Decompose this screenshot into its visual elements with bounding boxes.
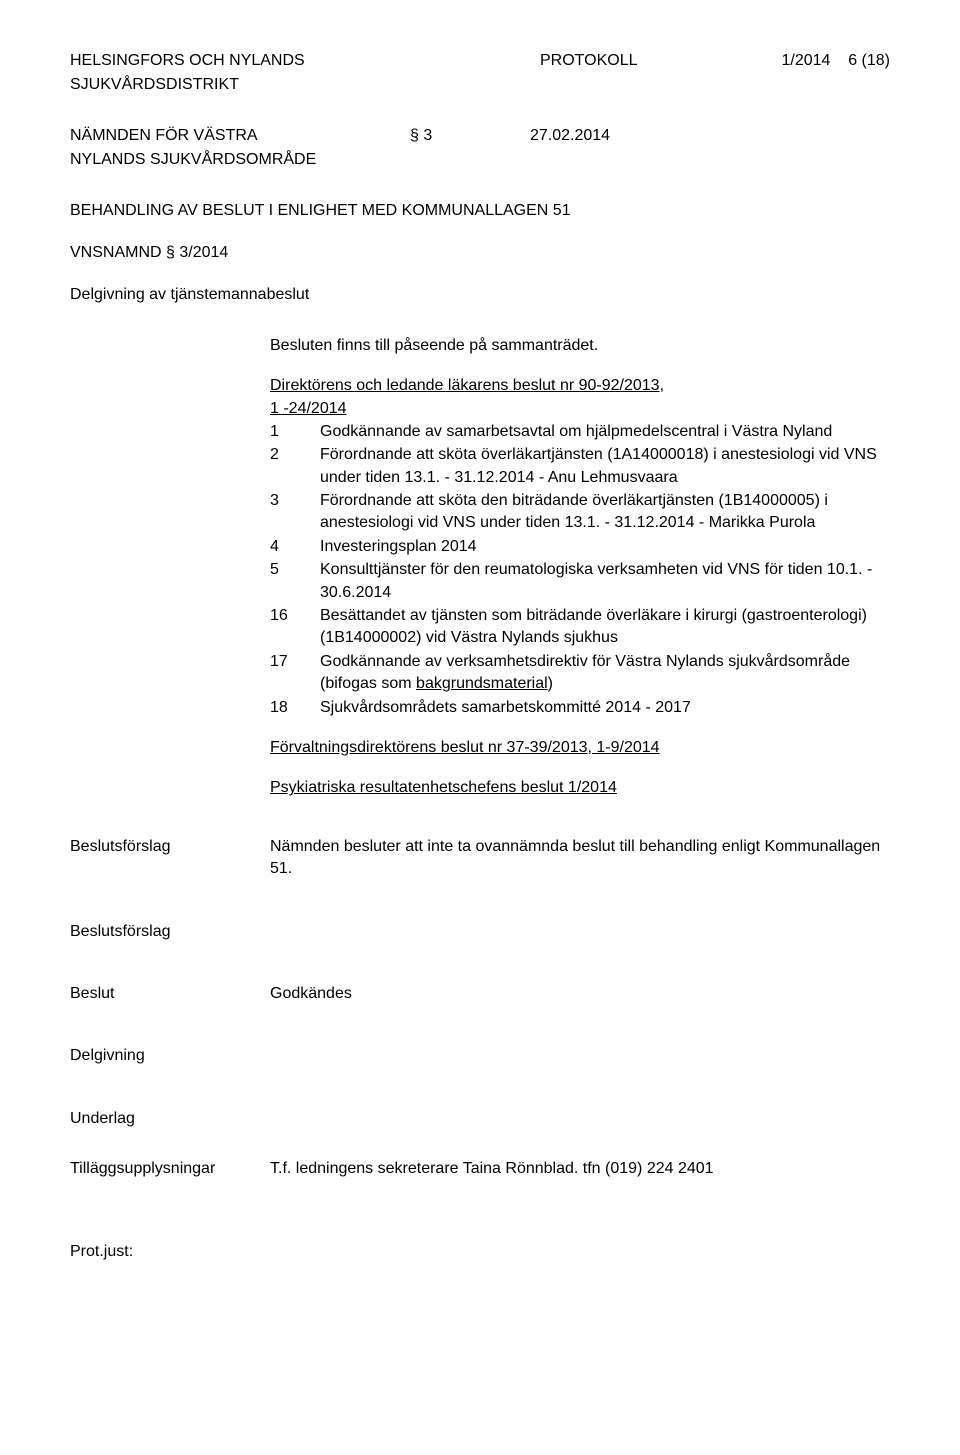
beslut-section: Beslut Godkändes [70, 983, 890, 1005]
list-item: 16Besättandet av tjänsten som biträdande… [270, 605, 890, 650]
list-item-text: Godkännande av samarbetsavtal om hjälpme… [320, 421, 890, 443]
forvaltning-line: Förvaltningsdirektörens beslut nr 37-39/… [270, 737, 890, 759]
psyk-line: Psykiatriska resultatenhetschefens beslu… [270, 777, 890, 799]
delgivning-intro: Delgivning av tjänstemannabeslut [70, 284, 890, 306]
list-item-number: 1 [270, 421, 320, 443]
list-item: 4Investeringsplan 2014 [270, 536, 890, 558]
main-title: BEHANDLING AV BESLUT I ENLIGHET MED KOMM… [70, 200, 890, 222]
delgivning-label: Delgivning [70, 1045, 270, 1067]
list-item: 2Förordnande att sköta överläkartjänsten… [270, 444, 890, 489]
list-item-text: Sjukvårdsområdets samarbetskommitté 2014… [320, 697, 890, 719]
list-item: 18Sjukvårdsområdets samarbetskommitté 20… [270, 697, 890, 719]
page-number: 6 (18) [848, 52, 890, 69]
list-item-number: 18 [270, 697, 320, 719]
committee-row: NÄMNDEN FÖR VÄSTRA § 3 27.02.2014 [70, 125, 890, 147]
beslut-label: Beslut [70, 983, 270, 1005]
tilaggs-text: T.f. ledningens sekreterare Taina Rönnbl… [270, 1158, 890, 1180]
prot-just: Prot.just: [70, 1241, 890, 1263]
beslutsforslag-section-1: Beslutsförslag Nämnden besluter att inte… [70, 836, 890, 881]
intro-text: Besluten finns till påseende på sammantr… [270, 335, 890, 357]
underlined-reference: bakgrundsmaterial [416, 675, 548, 692]
beslutsforslag-label-1: Beslutsförslag [70, 836, 270, 858]
list-item-number: 16 [270, 605, 320, 627]
list-item-text: Konsulttjänster för den reumatologiska v… [320, 559, 890, 604]
list-item-text: Investeringsplan 2014 [320, 536, 890, 558]
beslutsforslag-text: Nämnden besluter att inte ta ovannämnda … [270, 836, 890, 881]
underlag-section: Underlag [70, 1108, 890, 1130]
list-item-number: 4 [270, 536, 320, 558]
list-item-text: Besättandet av tjänsten som biträdande ö… [320, 605, 890, 650]
beslutsforslag-section-2: Beslutsförslag [70, 921, 890, 943]
list-item-number: 17 [270, 651, 320, 673]
reference-line: VNSNAMND § 3/2014 [70, 242, 890, 264]
list-item-text: Förordnande att sköta den biträdande öve… [320, 490, 890, 535]
list-item-number: 5 [270, 559, 320, 581]
list-item-text: Förordnande att sköta överläkartjänsten … [320, 444, 890, 489]
committee-name-line1: NÄMNDEN FÖR VÄSTRA [70, 125, 410, 147]
list-item: 3Förordnande att sköta den biträdande öv… [270, 490, 890, 535]
director-underline: Direktörens och ledande läkarens beslut … [270, 377, 664, 394]
doc-number: 1/2014 [781, 52, 830, 69]
decision-items-list: 1Godkännande av samarbetsavtal om hjälpm… [270, 421, 890, 719]
committee-name-line2: NYLANDS SJUKVÅRDSOMRÅDE [70, 149, 890, 171]
paragraph-number: § 3 [410, 125, 530, 147]
org-name-line1: HELSINGFORS OCH NYLANDS [70, 50, 540, 72]
meeting-date: 27.02.2014 [530, 125, 890, 147]
doc-number-page: 1/2014 6 (18) [740, 50, 890, 72]
org-name-line2: SJUKVÅRDSDISTRIKT [70, 74, 890, 96]
director-line2: 1 -24/2014 [270, 400, 347, 417]
delgivning-section: Delgivning [70, 1045, 890, 1067]
document-header: HELSINGFORS OCH NYLANDS PROTOKOLL 1/2014… [70, 50, 890, 72]
list-item-text: Godkännande av verksamhetsdirektiv för V… [320, 651, 890, 696]
tilaggs-section: Tilläggsupplysningar T.f. ledningens sek… [70, 1158, 890, 1180]
underlag-label: Underlag [70, 1108, 270, 1130]
doc-type: PROTOKOLL [540, 50, 740, 72]
beslutsforslag-label-2: Beslutsförslag [70, 921, 270, 943]
list-item-number: 3 [270, 490, 320, 512]
beslut-text: Godkändes [270, 983, 890, 1005]
tilaggs-label: Tilläggsupplysningar [70, 1158, 270, 1180]
decision-content: Besluten finns till påseende på sammantr… [270, 335, 890, 800]
director-decisions-heading: Direktörens och ledande läkarens beslut … [270, 375, 890, 420]
list-item-number: 2 [270, 444, 320, 466]
list-item: 17Godkännande av verksamhetsdirektiv för… [270, 651, 890, 696]
list-item: 1Godkännande av samarbetsavtal om hjälpm… [270, 421, 890, 443]
list-item: 5Konsulttjänster för den reumatologiska … [270, 559, 890, 604]
